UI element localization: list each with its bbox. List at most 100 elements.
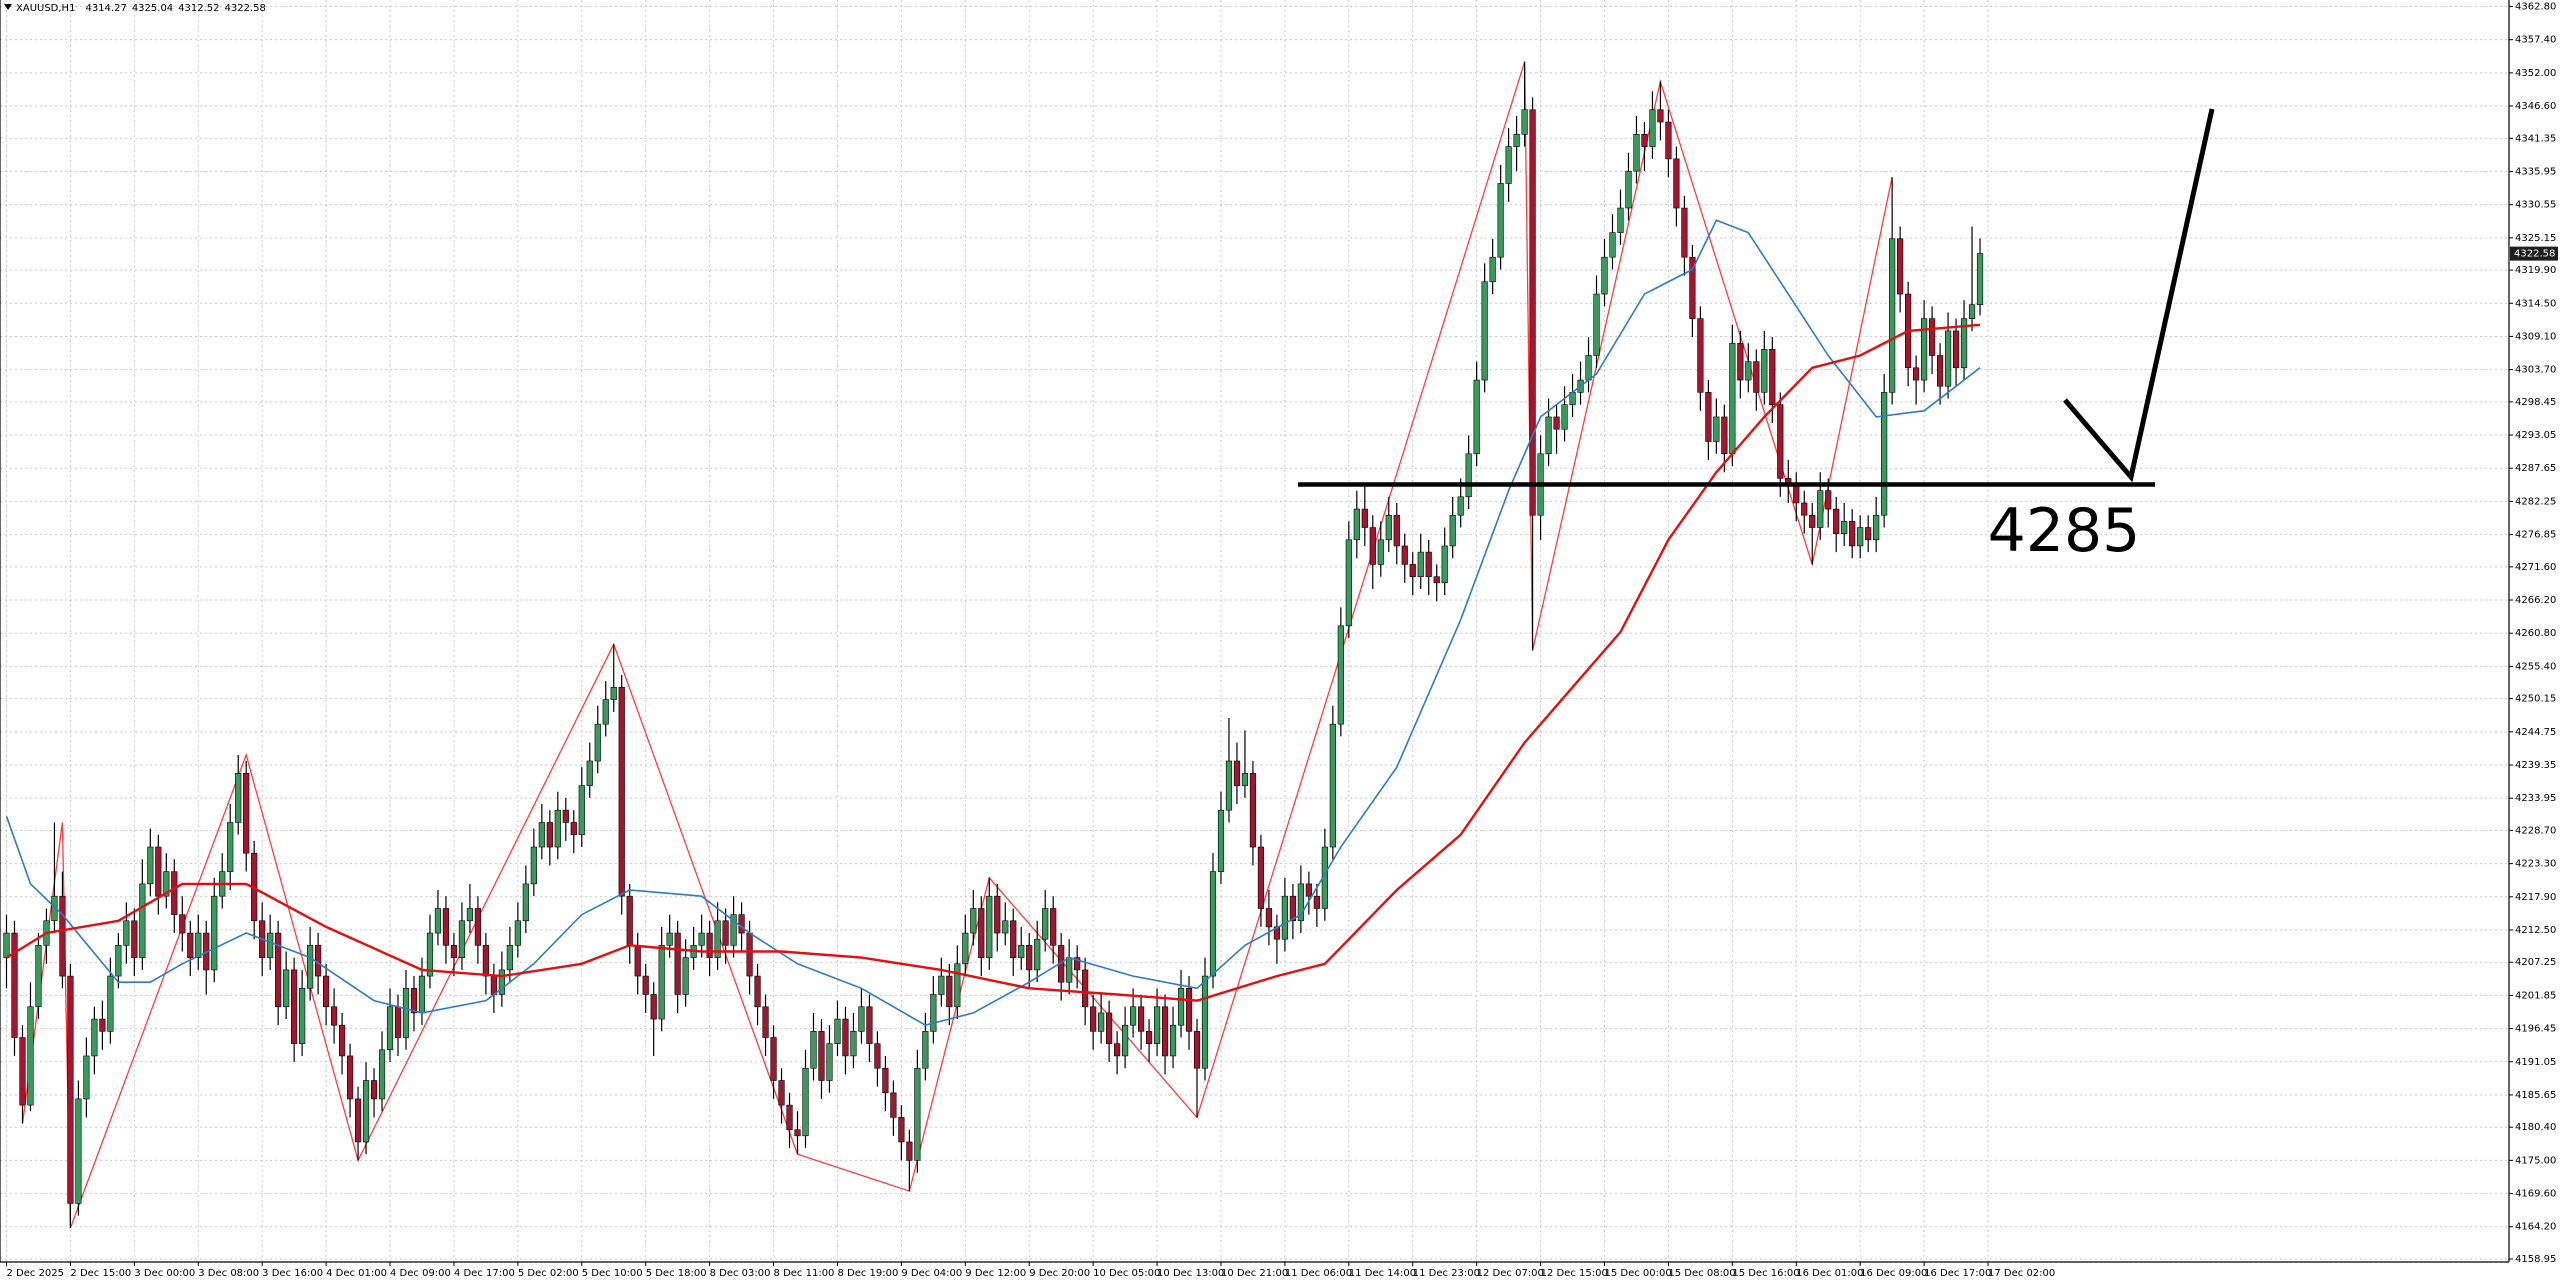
bear-candle-body	[275, 932, 282, 1008]
x-tick-label: 4 Dec 17:00	[454, 1268, 515, 1279]
x-tick-label: 9 Dec 04:00	[901, 1268, 962, 1279]
y-tick-label: 4233.95	[2515, 793, 2556, 804]
bull-candle-body	[914, 1067, 921, 1161]
bear-candle-body	[642, 975, 649, 995]
bear-candle-body	[546, 822, 553, 848]
bull-candle-body	[378, 1049, 386, 1100]
bull-candle-body	[1968, 304, 1976, 319]
bull-candle-body	[1713, 416, 1720, 442]
bull-candle-body	[115, 945, 122, 977]
bear-candle-body	[722, 920, 729, 946]
bear-candle-body	[1737, 342, 1744, 381]
bull-candle-body	[466, 908, 474, 922]
bull-candle-body	[1153, 1006, 1161, 1044]
bull-candle-body	[1561, 404, 1568, 430]
bull-candle-body	[386, 1006, 394, 1051]
bull-candle-body	[1034, 938, 1041, 971]
bull-candle-body	[1761, 349, 1768, 393]
y-tick-label: 4212.50	[2515, 925, 2556, 936]
y-tick-label: 4266.20	[2515, 595, 2556, 606]
bull-candle-body	[307, 945, 314, 989]
bear-candle-body	[1361, 508, 1368, 528]
symbol-icon	[4, 4, 12, 10]
bull-candle-body	[1129, 1006, 1137, 1026]
bull-candle-body	[1209, 871, 1217, 977]
bull-candle-body	[930, 994, 937, 1032]
bear-candle-body	[450, 945, 458, 958]
x-tick-label: 10 Dec 05:00	[1093, 1268, 1160, 1279]
bear-candle-body	[1705, 392, 1712, 442]
bear-candle-body	[626, 895, 633, 946]
bull-candle-body	[123, 920, 130, 946]
bear-candle-body	[1265, 908, 1273, 928]
bear-candle-body	[1106, 1012, 1113, 1044]
bull-candle-body	[922, 1031, 929, 1069]
bear-candle-body	[1185, 988, 1193, 1032]
bull-candle-body	[1217, 809, 1225, 872]
y-tick-label: 4276.85	[2515, 530, 2556, 541]
bull-candle-body	[1729, 342, 1736, 455]
bull-candle-body	[1441, 545, 1448, 584]
bull-candle-body	[1649, 109, 1656, 147]
bull-candle-body	[1960, 318, 1968, 369]
bull-candle-body	[35, 945, 42, 1008]
bear-candle-body	[1697, 318, 1704, 393]
bull-candle-body	[27, 1006, 34, 1106]
bull-candle-body	[1417, 551, 1424, 577]
bull-candle-body	[986, 895, 993, 958]
bear-candle-body	[1161, 1006, 1169, 1057]
y-tick-label: 4319.90	[2515, 265, 2556, 276]
y-tick-label: 4185.65	[2515, 1090, 2556, 1101]
bull-candle-body	[498, 969, 505, 995]
bear-candle-body	[1289, 895, 1296, 922]
bear-candle-body	[1082, 969, 1089, 1008]
bull-candle-body	[938, 975, 945, 995]
current-price-label: 4322.58	[2514, 249, 2555, 260]
bull-candle-body	[1385, 514, 1392, 541]
bear-candle-body	[1257, 846, 1265, 909]
bear-candle-body	[674, 932, 681, 995]
bull-candle-body	[1609, 232, 1616, 258]
arrow-drawing	[2063, 108, 2215, 483]
bear-candle-body	[99, 1018, 106, 1032]
bull-candle-body	[1497, 183, 1504, 258]
bear-candle-body	[1753, 361, 1760, 393]
y-tick-label: 4357.40	[2515, 35, 2556, 46]
bull-candle-body	[195, 932, 202, 958]
bull-candle-body	[267, 932, 274, 958]
bull-candle-body	[1921, 318, 1928, 381]
plot	[3, 61, 2155, 1229]
bull-candle-body	[538, 822, 545, 848]
y-tick-label: 4282.25	[2515, 496, 2556, 507]
bear-candle-body	[874, 1043, 881, 1069]
bull-candle-body	[1002, 920, 1009, 934]
bull-candle-body	[1593, 293, 1600, 356]
bear-candle-body	[746, 932, 753, 977]
bear-candle-body	[131, 920, 138, 958]
y-tick-label: 4228.70	[2515, 825, 2556, 836]
bull-candle-body	[1281, 895, 1288, 940]
bear-candle-body	[243, 772, 250, 854]
bear-candle-body	[322, 975, 330, 1008]
bull-candle-body	[1225, 760, 1233, 811]
bull-candle-body	[283, 969, 290, 1008]
bull-candle-body	[962, 932, 969, 965]
bull-candle-body	[1745, 361, 1752, 381]
bull-candle-body	[530, 846, 537, 885]
bear-candle-body	[1529, 109, 1536, 516]
bull-candle-body	[91, 1018, 98, 1057]
bull-candle-body	[1545, 416, 1552, 455]
bull-candle-body	[1377, 539, 1384, 565]
x-tick-label: 17 Dec 02:00	[1988, 1268, 2055, 1279]
bull-candle-body	[227, 822, 234, 872]
bull-candle-body	[3, 932, 10, 958]
y-tick-label: 4303.70	[2515, 365, 2556, 376]
y-tick-label: 4207.25	[2515, 957, 2556, 968]
bear-candle-body	[155, 846, 162, 897]
bull-candle-body	[506, 945, 513, 971]
bull-candle-body	[682, 957, 689, 995]
y-tick-label: 4217.90	[2515, 892, 2556, 903]
bear-candle-body	[179, 914, 186, 934]
bear-candle-body	[1401, 545, 1408, 565]
